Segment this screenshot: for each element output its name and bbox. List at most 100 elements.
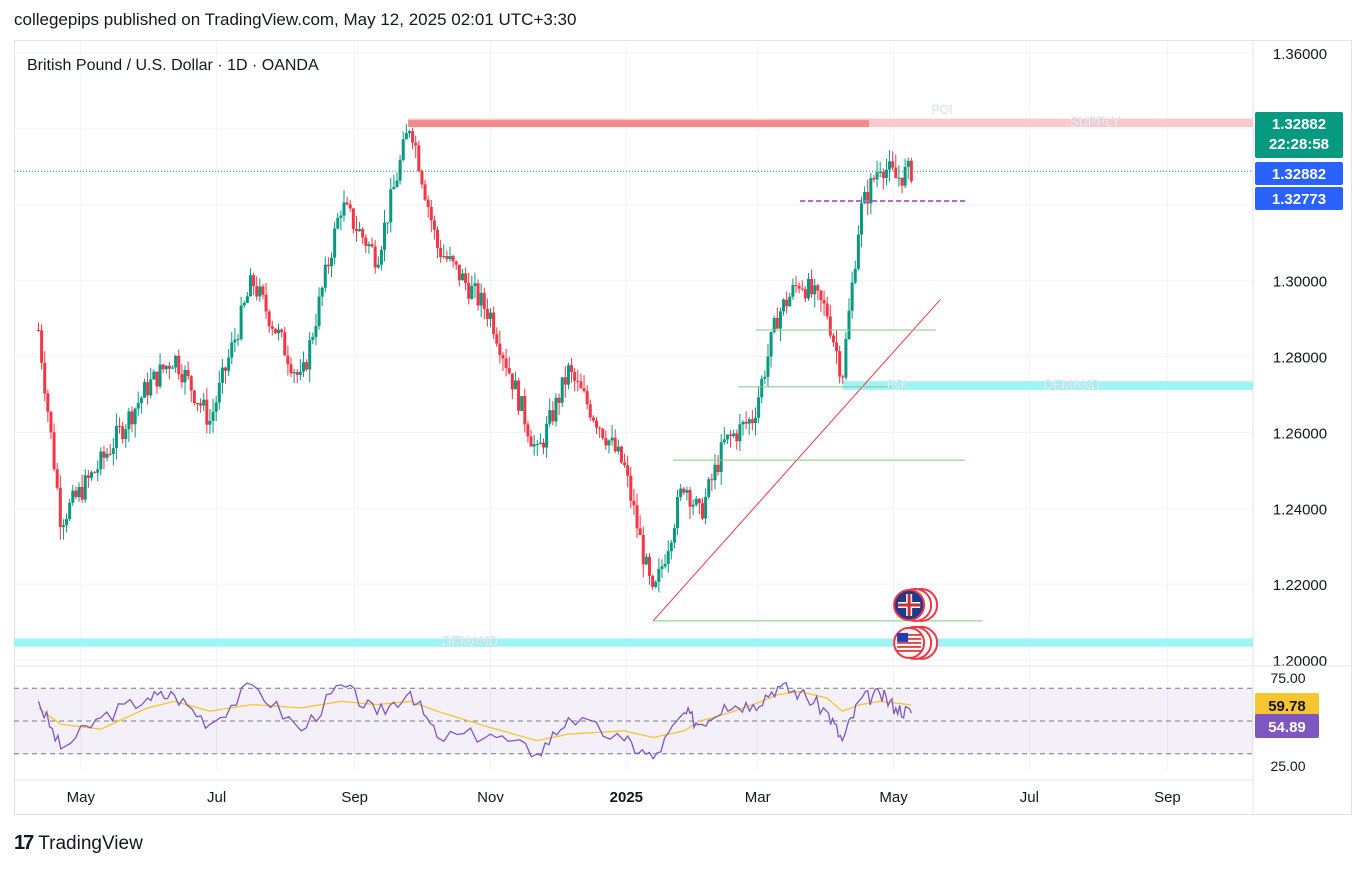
candle-body — [133, 408, 137, 425]
tradingview-logo[interactable]: 17 TradingView — [14, 832, 143, 855]
candle-body — [894, 167, 898, 178]
candle-body — [71, 490, 75, 503]
candle — [753, 407, 757, 436]
candle-body — [869, 178, 873, 204]
candle-body — [439, 247, 443, 258]
candle — [183, 365, 187, 395]
rsi-ma-tag — [1255, 692, 1319, 717]
candle-body — [68, 502, 72, 520]
candle-body — [778, 311, 782, 329]
candle-body — [479, 292, 483, 306]
candle-body — [800, 288, 804, 290]
candle — [55, 462, 59, 491]
candle — [61, 519, 65, 540]
candle-body — [407, 131, 411, 134]
candle — [489, 307, 493, 328]
candle — [869, 172, 873, 214]
candle — [510, 373, 514, 400]
candle-body — [398, 159, 402, 181]
time-axis-label: Nov — [477, 789, 504, 806]
close-price-tag-text: 1.32882 — [1272, 166, 1326, 183]
candle-body — [111, 448, 115, 455]
candle — [772, 315, 776, 334]
candle-body — [177, 355, 181, 375]
candle-body — [638, 528, 642, 535]
candle — [769, 331, 773, 368]
candle — [470, 275, 474, 300]
candle — [376, 256, 380, 269]
candle — [392, 174, 396, 190]
candle — [111, 437, 115, 466]
candle-body — [314, 326, 318, 338]
symbol-legend: British Pound / U.S. Dollar · 1D · OANDA — [27, 57, 319, 74]
candle-body — [707, 479, 711, 497]
candle — [167, 361, 171, 380]
price-axis-label: 1.20000 — [1273, 653, 1327, 670]
candle — [906, 157, 910, 180]
candle — [40, 324, 44, 370]
candle — [797, 282, 801, 294]
candle — [354, 216, 358, 242]
candle-body — [130, 411, 134, 425]
candle-body — [320, 287, 324, 297]
candle — [651, 574, 655, 590]
candle — [295, 368, 299, 384]
candle-body — [420, 171, 424, 185]
candle-body — [760, 378, 764, 398]
candle-body — [688, 490, 692, 507]
candle — [738, 414, 742, 451]
price-axis-label: 1.36000 — [1273, 46, 1327, 63]
candle — [457, 264, 461, 287]
candle-body — [884, 169, 888, 178]
candle — [314, 313, 318, 346]
candle-body — [551, 410, 555, 422]
candle — [224, 366, 228, 384]
candle-body — [604, 438, 608, 446]
candle — [766, 343, 770, 387]
candle — [301, 351, 305, 378]
price-axis-label: 1.22000 — [1273, 577, 1327, 594]
candle — [897, 165, 901, 187]
time-axis-label: Sep — [1154, 789, 1181, 806]
candle — [554, 393, 558, 427]
candle — [158, 353, 162, 389]
candle — [542, 438, 546, 455]
candle-body — [186, 369, 190, 377]
candle-body — [797, 285, 801, 289]
candle-body — [118, 425, 122, 427]
candle — [526, 421, 530, 443]
candle-body — [333, 228, 337, 258]
candle-body — [847, 310, 851, 339]
candle-body — [570, 365, 574, 372]
candle-body — [769, 332, 773, 357]
candle-body — [65, 519, 69, 526]
price-axis-label: 1.30000 — [1273, 274, 1327, 291]
candle — [83, 469, 87, 503]
rsi-value: 54.89 — [1268, 719, 1306, 736]
candle-body — [429, 206, 433, 221]
close-price-tag — [1255, 162, 1343, 185]
candle — [342, 190, 346, 222]
candle — [707, 477, 711, 500]
candle-body — [214, 402, 218, 412]
candle-body — [513, 380, 517, 390]
candle — [358, 221, 362, 232]
candle-body — [697, 498, 701, 504]
candle — [283, 327, 287, 356]
candle-body — [835, 342, 839, 352]
candle-body — [822, 300, 826, 304]
price-axis-label: 1.28000 — [1273, 350, 1327, 367]
candle-body — [164, 365, 168, 370]
candle-body — [36, 329, 40, 331]
candle-body — [77, 486, 81, 497]
candle-body — [635, 505, 639, 529]
candle — [305, 359, 309, 372]
candle — [177, 349, 181, 380]
candle-body — [663, 563, 667, 567]
candle — [816, 283, 820, 301]
candle-body — [732, 433, 736, 437]
last-price-tag-text: 22:28:58 — [1269, 136, 1329, 153]
time-axis-label: May — [879, 789, 908, 806]
candle — [152, 369, 156, 380]
